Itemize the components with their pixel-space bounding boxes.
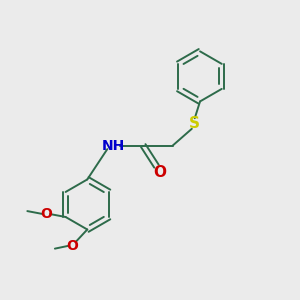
Text: S: S bbox=[189, 116, 200, 131]
Text: O: O bbox=[67, 239, 79, 253]
Text: O: O bbox=[40, 207, 52, 221]
Text: O: O bbox=[154, 166, 166, 181]
Text: NH: NH bbox=[102, 139, 125, 153]
